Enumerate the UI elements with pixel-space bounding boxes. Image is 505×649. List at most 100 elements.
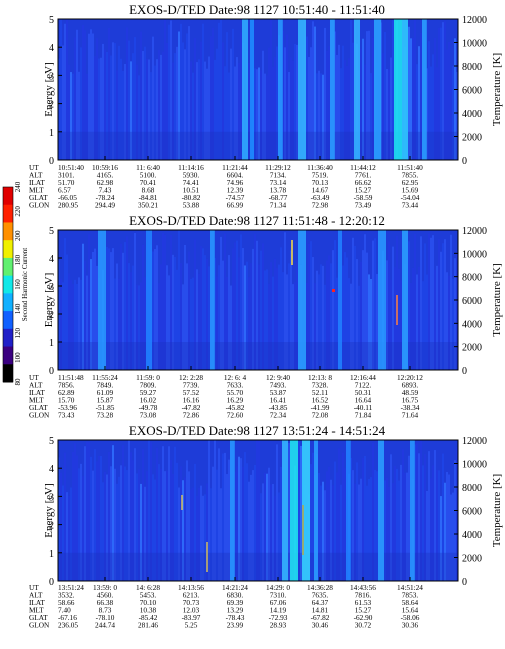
heatmap-cell bbox=[344, 252, 346, 370]
heatmap-cell bbox=[306, 282, 308, 370]
colorbar-swatch bbox=[3, 275, 13, 294]
heatmap-cell bbox=[170, 234, 172, 370]
ephemeris-cell: 70.41 bbox=[140, 178, 157, 187]
ephemeris-cell: 15.27 bbox=[355, 606, 372, 615]
heatmap-cell bbox=[274, 495, 276, 581]
heatmap-cell bbox=[346, 257, 348, 370]
heatmap-cell bbox=[362, 457, 364, 581]
ephemeris-cell: 11:14:16 bbox=[178, 163, 204, 172]
y2-tick-label: 2000 bbox=[462, 554, 482, 565]
heatmap-cell bbox=[200, 246, 202, 370]
heatmap-cell bbox=[368, 478, 370, 581]
heatmap-cell bbox=[260, 493, 262, 581]
heatmap-cell bbox=[256, 69, 258, 160]
heatmap-cell bbox=[388, 241, 390, 370]
ephemeris-cell: 7853. bbox=[402, 591, 419, 600]
heatmap-cell bbox=[296, 44, 298, 160]
y-tick-label: 4 bbox=[49, 43, 54, 54]
heatmap-cell bbox=[282, 272, 284, 370]
heatmap-cell bbox=[92, 470, 94, 581]
heatmap-cell bbox=[392, 483, 394, 581]
ephemeris-cell: 7519. bbox=[312, 171, 329, 180]
heatmap-cell bbox=[156, 59, 158, 161]
heatmap-cell bbox=[330, 263, 332, 370]
heatmap-cell bbox=[294, 43, 296, 160]
ephemeris-cell: 11:44:12 bbox=[350, 163, 376, 172]
heatmap-cell bbox=[418, 266, 420, 370]
heatmap-cell bbox=[86, 275, 88, 370]
heatmap-cell bbox=[454, 460, 456, 581]
heatmap-cell bbox=[172, 62, 174, 160]
y2-tick-label: 0 bbox=[462, 156, 467, 167]
ephemeris-cell: 62.89 bbox=[58, 388, 75, 397]
heatmap-cell bbox=[122, 70, 124, 160]
heatmap-cell bbox=[236, 240, 238, 370]
panel-1: EXOS-D/TED Date:98 1127 10:51:40 - 11:51… bbox=[29, 2, 503, 210]
ephemeris-cell: -68.77 bbox=[269, 193, 288, 202]
heatmap-cell bbox=[258, 67, 260, 160]
heatmap-cell bbox=[266, 473, 268, 581]
heatmap-cell bbox=[172, 254, 174, 370]
heatmap-cell bbox=[160, 54, 162, 160]
heatmap-cell bbox=[436, 469, 438, 581]
heatmap-cell bbox=[188, 251, 190, 370]
ephemeris-cell: 16.02 bbox=[140, 396, 157, 405]
heatmap-cell bbox=[62, 282, 64, 370]
heatmap-cell bbox=[190, 61, 192, 160]
colorbar-swatch bbox=[3, 187, 13, 206]
ephemeris-row-label: UT bbox=[29, 163, 39, 172]
ephemeris-cell: -67.16 bbox=[58, 613, 77, 622]
heatmap-cell bbox=[116, 483, 118, 581]
heatmap-cell bbox=[76, 455, 78, 581]
heatmap-cell bbox=[414, 444, 416, 581]
heatmap-cell bbox=[402, 230, 408, 370]
heatmap-cell bbox=[350, 457, 352, 581]
heatmap-cell bbox=[86, 73, 88, 160]
y2-tick-label: 10000 bbox=[462, 460, 487, 471]
heatmap-cell bbox=[84, 261, 86, 370]
heatmap-cell bbox=[428, 41, 430, 160]
heatmap-cell bbox=[226, 474, 228, 581]
ephemeris-cell: 28.93 bbox=[270, 621, 287, 630]
heatmap-cell bbox=[112, 248, 114, 370]
heatmap-cell bbox=[422, 19, 427, 160]
ephemeris-cell: 14:29: 0 bbox=[266, 583, 290, 592]
heatmap-cell bbox=[162, 51, 164, 160]
ephemeris-cell: 12.39 bbox=[227, 186, 244, 195]
heatmap-cell bbox=[364, 64, 366, 160]
heatmap-cell bbox=[430, 478, 432, 581]
ephemeris-cell: 15.64 bbox=[402, 606, 419, 615]
heatmap-cells bbox=[58, 230, 458, 370]
ephemeris-cell: -66.05 bbox=[58, 193, 77, 202]
heatmap-cell bbox=[312, 452, 314, 581]
heatmap-cell bbox=[298, 441, 300, 581]
heatmap-cell bbox=[254, 234, 256, 370]
heatmap-cell bbox=[220, 488, 222, 581]
heatmap-cell bbox=[168, 446, 170, 581]
heatmap-cell bbox=[126, 27, 128, 160]
heatmap-cell bbox=[176, 269, 178, 370]
heatmap-cell bbox=[230, 285, 232, 370]
ephemeris-cell: 16.64 bbox=[355, 396, 372, 405]
heatmap-cell bbox=[310, 241, 312, 370]
heatmap-cell bbox=[408, 241, 410, 370]
heatmap-cell bbox=[338, 44, 340, 160]
heatmap-cell bbox=[366, 485, 368, 581]
colorbar-tick-label: 220 bbox=[14, 206, 22, 217]
heatmap-cell bbox=[104, 49, 106, 160]
heatmap-cell bbox=[226, 32, 228, 160]
ephemeris-cell: 13:59: 0 bbox=[93, 583, 117, 592]
ephemeris-cell: 12:16:44 bbox=[350, 373, 376, 382]
heatmap-cell bbox=[454, 258, 456, 370]
heatmap-cell bbox=[382, 53, 384, 160]
heatmap-cell bbox=[94, 56, 96, 160]
ephemeris-cell: 14.67 bbox=[312, 186, 329, 195]
y2-tick-label: 8000 bbox=[462, 273, 482, 284]
heatmap-cell bbox=[234, 66, 236, 160]
heatmap-cell bbox=[178, 230, 180, 370]
ephemeris-cell: -78.10 bbox=[96, 613, 115, 622]
heatmap-cell bbox=[268, 47, 270, 160]
heatmap-cell bbox=[410, 282, 412, 370]
heatmap-cell bbox=[190, 489, 192, 581]
heatmap-cell bbox=[218, 22, 220, 161]
